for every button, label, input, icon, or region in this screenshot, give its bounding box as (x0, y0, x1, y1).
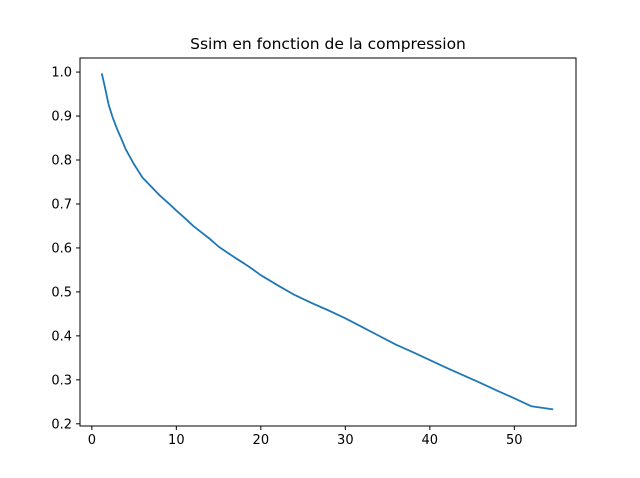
y-tick-label: 0.4 (51, 329, 72, 344)
x-tick-label: 0 (88, 433, 96, 448)
x-tick-label: 50 (506, 433, 523, 448)
x-tick-label: 30 (337, 433, 354, 448)
y-tick-label: 0.9 (51, 110, 72, 125)
plot-area (100, 73, 554, 411)
y-tick-label: 0.3 (51, 373, 72, 388)
series-line (100, 73, 554, 411)
axes-frame (79, 57, 577, 427)
x-tick-label: 10 (168, 433, 185, 448)
chart-title: Ssim en fonction de la compression (190, 35, 466, 53)
y-tick-label: 0.2 (51, 417, 72, 432)
y-tick-label: 0.7 (51, 197, 72, 212)
y-tick-label: 1.0 (51, 66, 72, 81)
y-tick-label: 0.6 (51, 241, 72, 256)
y-tick-label: 0.8 (51, 154, 72, 169)
y-tick-label: 0.5 (51, 285, 72, 300)
y-axis: 0.2 0.3 0.4 0.5 0.6 0.7 0.8 0.9 1.0 (51, 66, 80, 432)
x-axis: 0 10 20 30 40 50 (88, 426, 523, 448)
x-tick-label: 40 (422, 433, 439, 448)
x-tick-label: 20 (253, 433, 270, 448)
